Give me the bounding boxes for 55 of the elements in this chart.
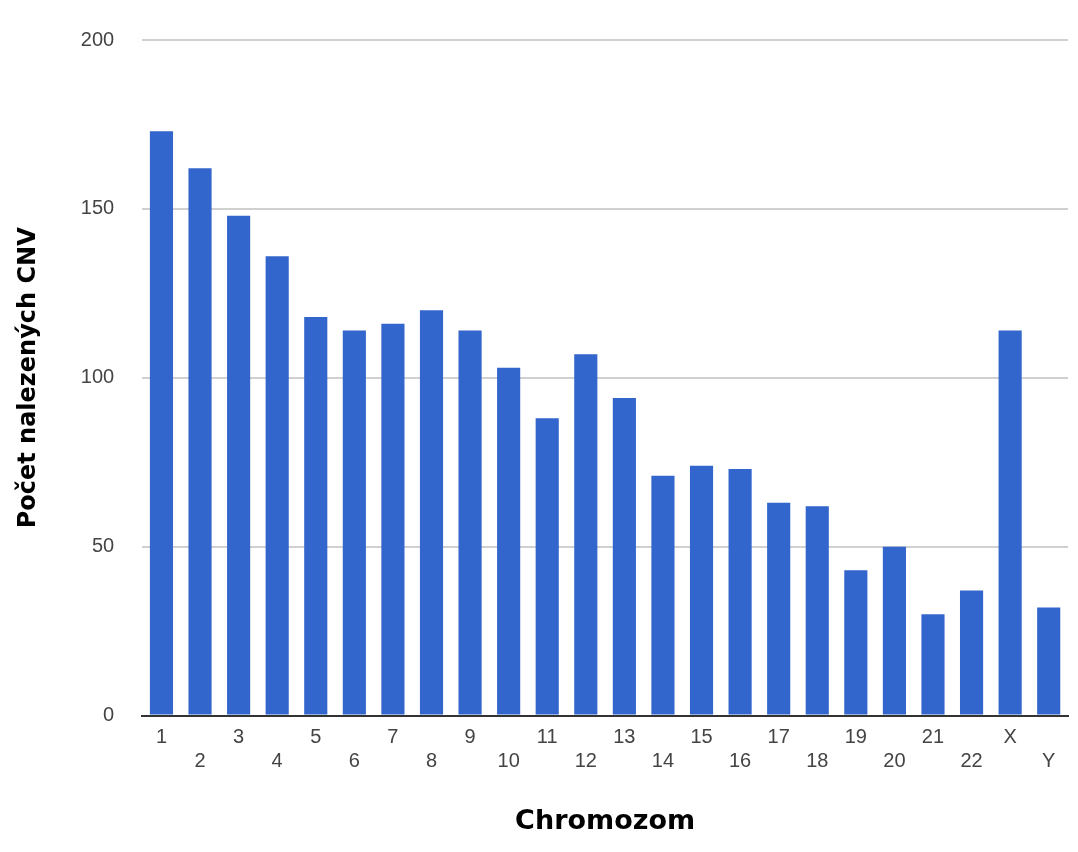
- bar: [149, 131, 174, 715]
- bar: [998, 330, 1022, 715]
- bar: [304, 317, 328, 715]
- y-tick-label: 0: [103, 703, 115, 726]
- bar: [805, 506, 829, 715]
- x-tick-label: 21: [921, 725, 945, 748]
- x-tick-label: 5: [310, 725, 322, 748]
- x-tick-label: 16: [728, 749, 752, 772]
- bar: [689, 465, 714, 715]
- y-tick-label: 150: [80, 196, 115, 219]
- x-tick-label: 20: [883, 749, 906, 772]
- x-tick-label: 12: [574, 749, 597, 772]
- x-tick-label: 3: [233, 725, 245, 748]
- bar: [265, 256, 289, 715]
- bar: [844, 570, 868, 715]
- x-tick-label: 8: [425, 749, 438, 772]
- bar: [458, 330, 482, 715]
- y-tick-label: 50: [91, 534, 115, 557]
- bar: [959, 590, 984, 715]
- bar: [612, 398, 636, 715]
- bar: [342, 330, 366, 715]
- x-tick-label: 2: [194, 749, 206, 772]
- bar: [882, 546, 906, 715]
- bar: [921, 614, 945, 715]
- bar: [227, 215, 251, 715]
- x-tick-label: X: [1003, 725, 1017, 748]
- x-tick-label: 22: [960, 749, 983, 772]
- x-tick-label: 6: [348, 749, 360, 772]
- x-axis-title: Chromozom: [515, 803, 696, 835]
- x-tick-label: 9: [464, 725, 476, 748]
- x-tick-label: 14: [651, 749, 675, 772]
- bar: [419, 310, 444, 715]
- bar: [535, 418, 559, 715]
- x-tick-label: 4: [271, 749, 283, 772]
- y-axis-title: Počet nalezených CNV: [12, 226, 41, 529]
- bar: [188, 168, 212, 715]
- bar: [767, 502, 791, 715]
- x-tick-label: 19: [844, 725, 867, 748]
- x-tick-label: 7: [387, 725, 399, 748]
- y-tick-label: 100: [80, 365, 115, 388]
- bar: [497, 367, 521, 715]
- x-tick-label: 11: [536, 725, 558, 748]
- bar: [1037, 607, 1061, 715]
- x-tick-label: 17: [767, 725, 790, 748]
- bar: [381, 323, 405, 715]
- x-tick-label: 13: [613, 725, 636, 748]
- x-tick-label: 18: [806, 749, 829, 772]
- x-tick-label: 1: [155, 725, 168, 748]
- bar: [728, 469, 752, 715]
- x-tick-label: Y: [1042, 749, 1056, 772]
- x-tick-label: 10: [497, 749, 520, 772]
- bar: [574, 354, 598, 715]
- y-tick-label: 200: [80, 27, 115, 50]
- bar: [651, 475, 675, 715]
- x-tick-label: 15: [690, 725, 713, 748]
